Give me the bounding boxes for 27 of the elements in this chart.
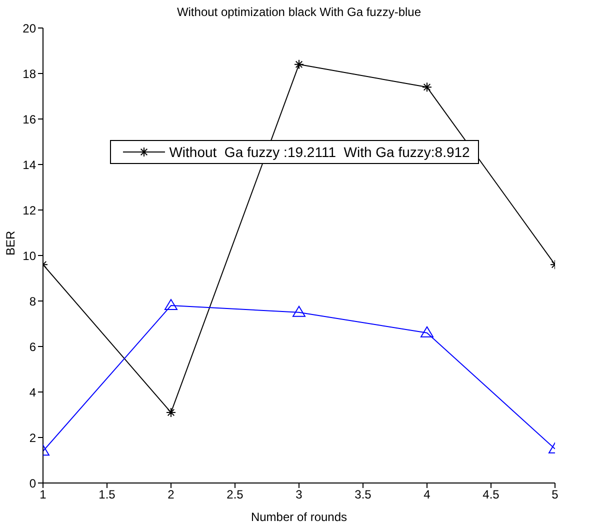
- x-tick-label: 2: [168, 488, 175, 502]
- y-tick-label: 10: [22, 248, 36, 263]
- legend-label: Without Ga fuzzy :19.2111 With Ga fuzzy:8.912: [169, 144, 470, 160]
- y-tick-label: 8: [29, 294, 36, 308]
- x-tick-label: 3: [296, 488, 303, 502]
- point: [164, 299, 178, 310]
- x-tick-label: 4: [424, 488, 431, 502]
- y-axis-title: BER: [3, 230, 18, 256]
- x-axis-title: Number of rounds: [250, 510, 348, 524]
- x-tick-label: 1.5: [98, 488, 116, 502]
- point: [292, 306, 306, 317]
- x-tick-label: 3.5: [354, 488, 372, 502]
- x-tick-label: 2.5: [226, 488, 244, 502]
- y-tick-label: 16: [22, 112, 36, 126]
- y-tick-label: 20: [22, 21, 36, 36]
- y-tick-label: 6: [29, 340, 36, 354]
- y-tick-label: 4: [29, 385, 36, 400]
- x-tick-label: 4.5: [482, 488, 500, 502]
- x-tick-label: 5: [552, 488, 559, 502]
- y-tick-label: 12: [22, 203, 36, 218]
- y-tick-label: 14: [22, 158, 36, 172]
- y-tick-label: 0: [29, 476, 36, 490]
- y-tick-label: 2: [29, 430, 36, 445]
- x-tick-label: 1: [40, 488, 47, 502]
- chart-title: Without optimization black With Ga fuzzy-blue: [176, 5, 422, 19]
- point: [420, 326, 434, 338]
- y-tick-label: 18: [22, 66, 36, 81]
